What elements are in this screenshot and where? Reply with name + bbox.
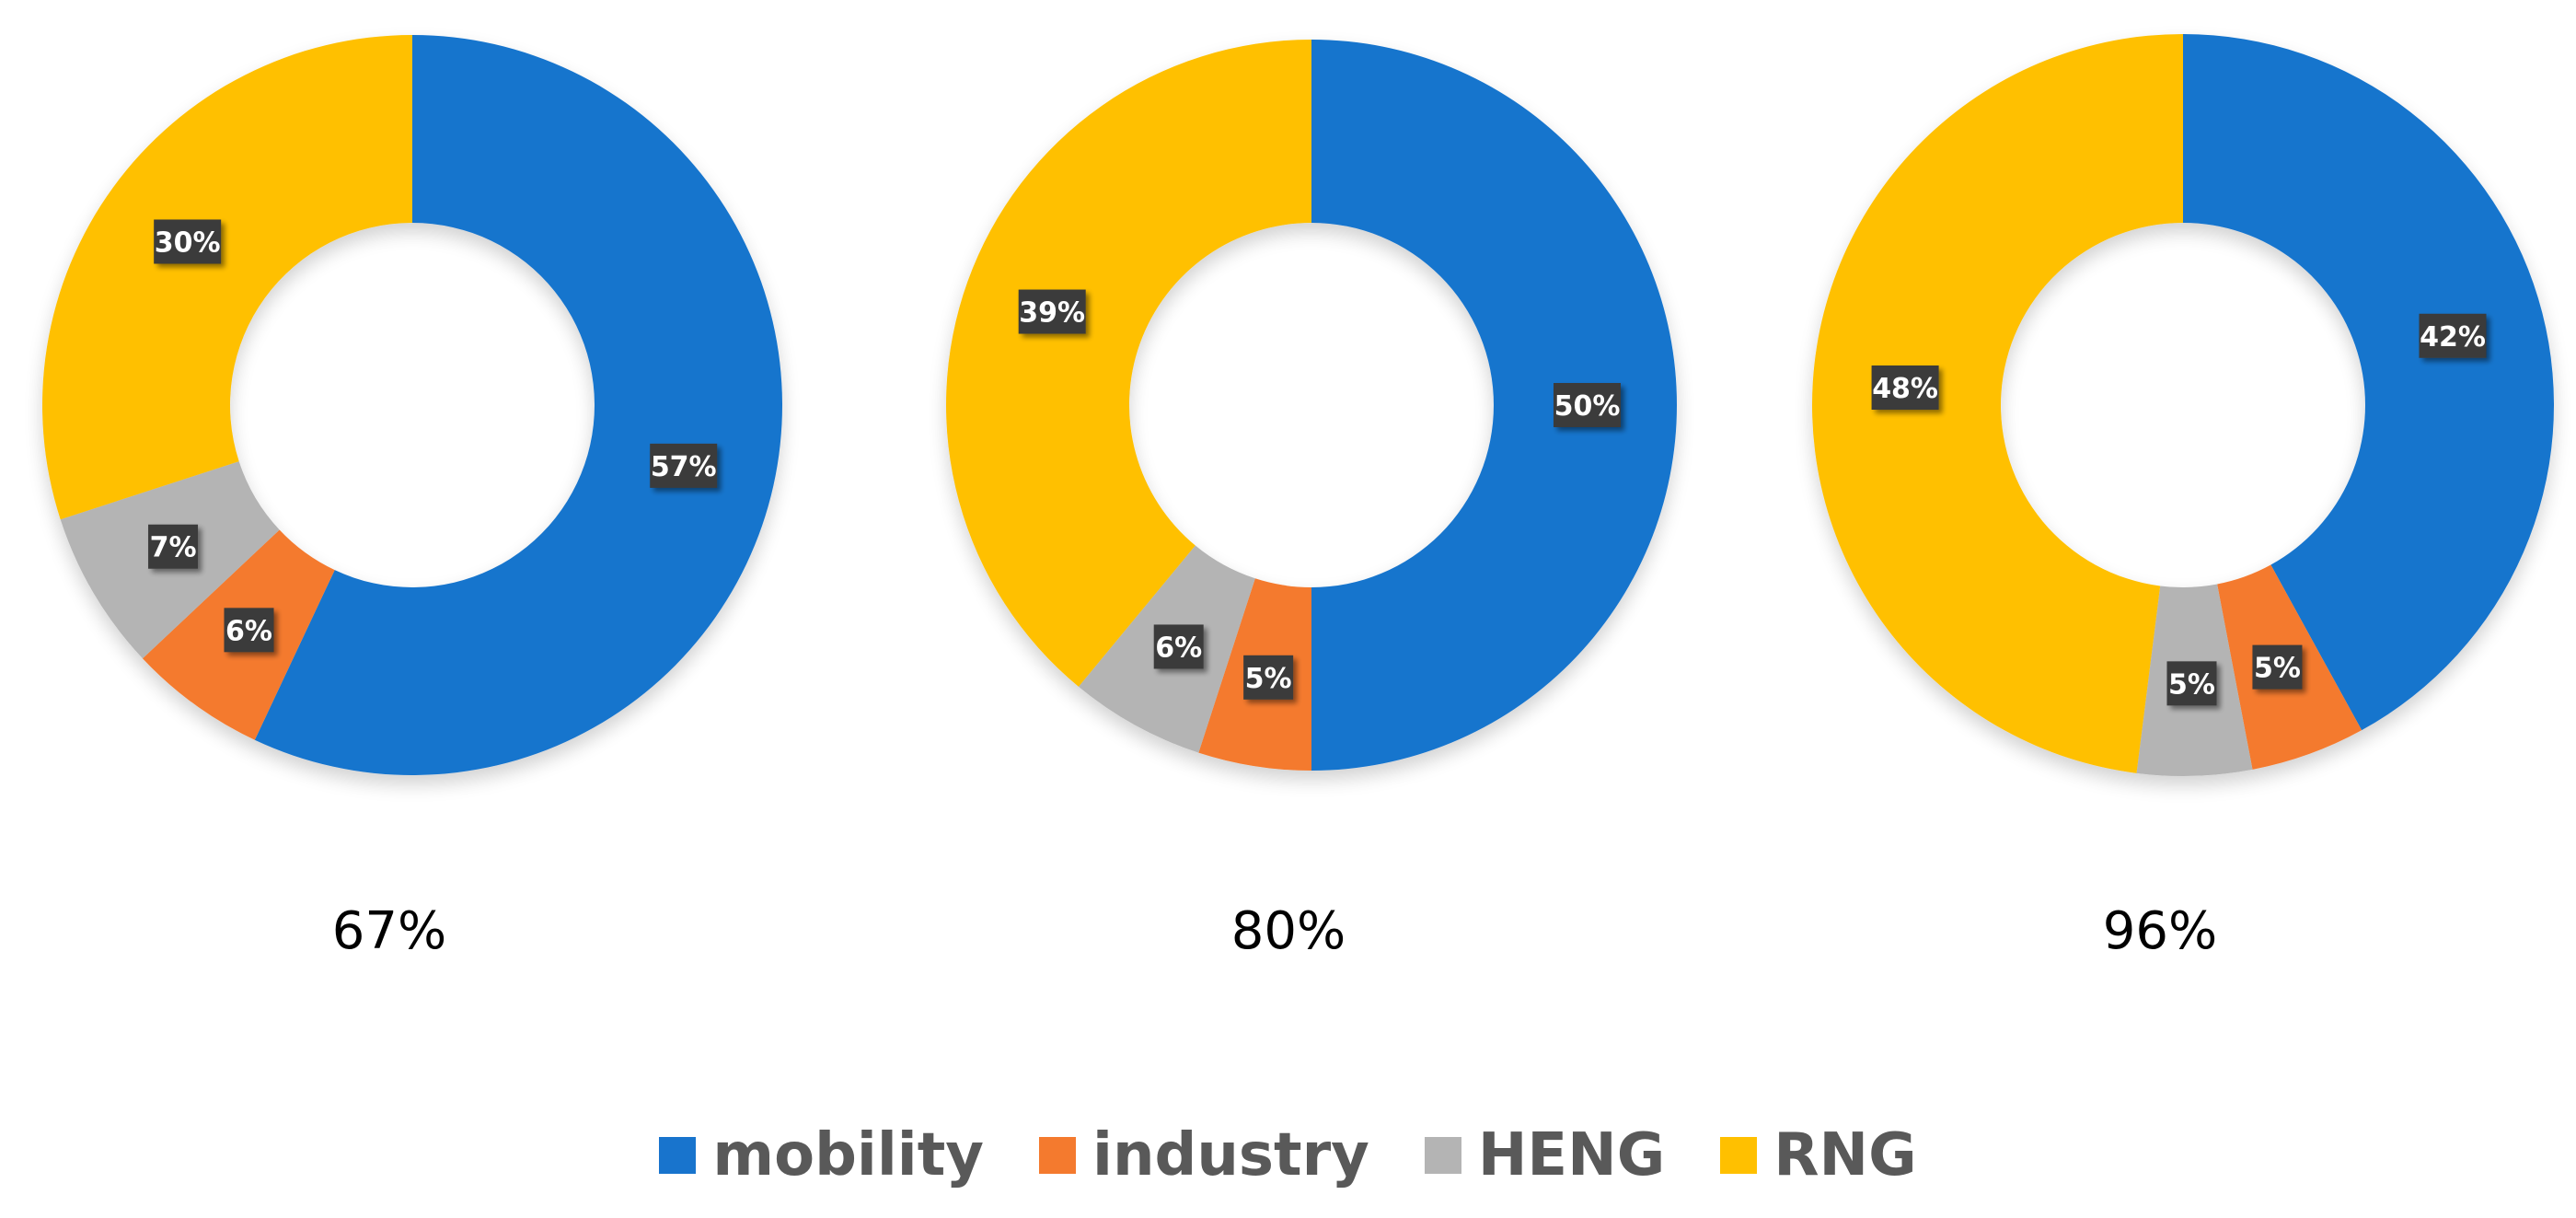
data-label-box (2252, 644, 2303, 690)
legend-item-mobility: mobility (659, 1126, 984, 1185)
data-label-text: 30% (155, 226, 221, 259)
data-label-box (1871, 365, 1939, 411)
legend-swatch (659, 1137, 697, 1174)
legend-label: RNG (1773, 1121, 1917, 1189)
data-label-box (224, 608, 274, 653)
data-label-text: 5% (2254, 653, 2301, 685)
donut-1-slice-mobility (254, 35, 782, 775)
legend-item-industry: industry (1039, 1126, 1369, 1185)
donut-2-label-industry: 5% (1243, 655, 1294, 700)
data-label-text: 5% (1245, 663, 1292, 695)
legend-label: HENG (1477, 1121, 1666, 1189)
data-label-text: 42% (2420, 321, 2486, 354)
donut-1-label-industry: 6% (224, 608, 274, 653)
legend-item-rng: RNG (1720, 1121, 1917, 1189)
data-label-box (1554, 383, 1621, 427)
donut-1-label-mobility: 57% (650, 443, 718, 488)
donut-1-caption: 67% (332, 901, 446, 961)
donut-2-label-HENG: 6% (1153, 624, 1204, 669)
data-label-box (154, 219, 222, 264)
data-label-text: 6% (225, 615, 272, 647)
donut-3-slice-RNG (1812, 34, 2183, 773)
legend-swatch (1039, 1137, 1076, 1174)
data-label-text: 48% (1872, 373, 1938, 405)
data-label-text: 5% (2168, 668, 2215, 701)
donuts-layer: 57% 6% 7% 30% 67% 50% 5% 6% 39% 80% 42% 5% 5% 48% 96% (41, 34, 2554, 961)
donut-chart-1 (41, 35, 782, 775)
donut-1-label-RNG: 30% (154, 219, 222, 264)
data-label-box (1153, 624, 1204, 669)
legend-swatch (1424, 1137, 1461, 1174)
donut-3-label-mobility: 42% (2419, 313, 2487, 358)
donut-1-slice-RNG (41, 35, 412, 520)
data-label-box (650, 443, 718, 488)
data-label-text: 7% (150, 532, 197, 564)
donut-2-caption: 80% (1231, 901, 1346, 961)
donut-2-data-labels: 50% 5% 6% 39% (1018, 289, 1621, 700)
donut-2-slice-mobility (1311, 40, 1677, 771)
donut-3-data-labels: 42% 5% 5% 48% (1871, 313, 2487, 706)
donut-2-label-mobility: 50% (1554, 383, 1621, 427)
donut-1-label-HENG: 7% (148, 524, 199, 569)
legend-item-heng: HENG (1424, 1121, 1666, 1189)
donut-3-label-HENG: 5% (2166, 661, 2217, 706)
donut-2-label-RNG: 39% (1018, 289, 1086, 334)
legend-label: mobility (712, 1121, 984, 1189)
data-label-box (2419, 313, 2487, 358)
donut-3-slice-mobility (2183, 34, 2554, 731)
data-label-text: 57% (651, 451, 717, 483)
data-label-box (2166, 661, 2217, 706)
donut-1-data-labels: 57% 6% 7% 30% (148, 219, 718, 653)
donut-3-label-industry: 5% (2252, 644, 2303, 690)
donut-3-label-RNG: 48% (1871, 365, 1939, 411)
chart-legend: mobility industry HENG RNG (0, 1119, 2576, 1192)
legend-label: industry (1092, 1121, 1369, 1189)
donut-2-slice-RNG (945, 40, 1311, 687)
data-label-text: 50% (1554, 390, 1621, 423)
data-label-box (1018, 289, 1086, 334)
legend-swatch (1720, 1137, 1758, 1174)
data-label-box (148, 524, 199, 569)
donut-chart-3 (1812, 34, 2554, 776)
data-label-text: 6% (1155, 632, 1202, 664)
data-label-text: 39% (1019, 297, 1085, 330)
data-label-box (1243, 655, 1294, 700)
donut-3-caption: 96% (2103, 901, 2217, 961)
